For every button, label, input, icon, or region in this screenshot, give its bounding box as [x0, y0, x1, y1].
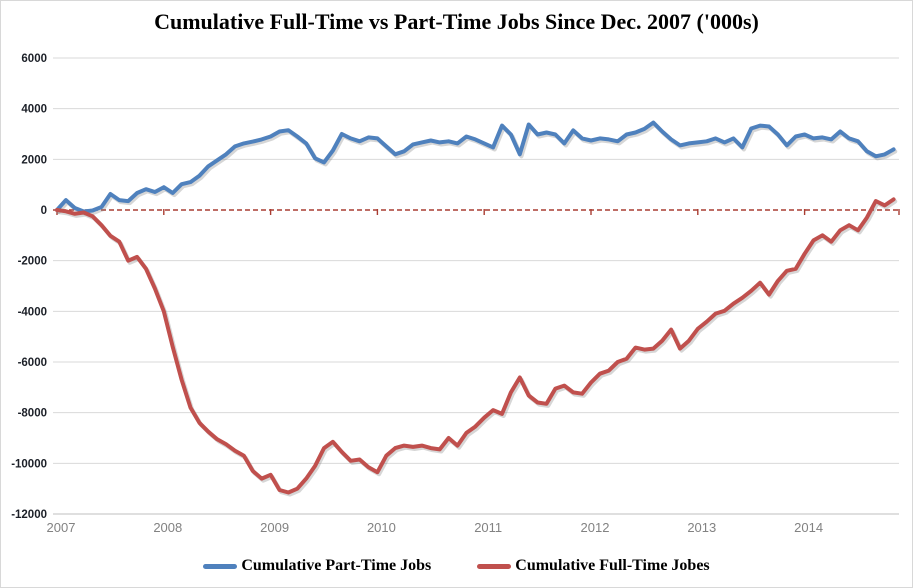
y-axis-tick-label: -12000 — [11, 509, 47, 521]
chart-legend: Cumulative Part-Time Jobs Cumulative Ful… — [1, 551, 912, 581]
x-axis-tick-label: 2008 — [153, 520, 182, 535]
y-axis-tick-label: -2000 — [18, 256, 47, 268]
y-axis-tick-label: 0 — [41, 205, 47, 217]
x-axis-tick-label: 2007 — [47, 520, 76, 535]
x-axis-tick-label: 2013 — [687, 520, 716, 535]
y-axis-tick-label: -10000 — [11, 458, 47, 470]
part-time-legend-label: Cumulative Part-Time Jobs — [241, 557, 432, 574]
y-axis-tick-label: 2000 — [21, 154, 47, 166]
part-time-line-swatch — [203, 563, 238, 569]
y-axis-tick-label: -6000 — [18, 357, 47, 369]
x-axis-tick-label: 2011 — [474, 520, 502, 535]
part-time-series-line — [55, 120, 896, 214]
x-axis-tick-label: 2010 — [367, 520, 396, 535]
legend-item-part-time: Cumulative Part-Time Jobs — [203, 557, 431, 575]
full-time-series-line — [55, 197, 896, 495]
full-time-line-swatch — [477, 563, 512, 569]
y-axis-tick-label: 4000 — [21, 104, 47, 116]
chart-title: Cumulative Full-Time vs Part-Time Jobs S… — [154, 9, 759, 34]
x-axis-tick-label: 2009 — [260, 520, 289, 535]
legend-item-full-time: Cumulative Full-Time Jobes — [477, 557, 710, 575]
full-time-line-shadow — [56, 199, 898, 497]
x-axis-tick-label: 2014 — [794, 520, 823, 535]
y-axis-tick-label: 6000 — [21, 53, 47, 65]
y-axis-tick-label: -8000 — [18, 408, 47, 420]
x-axis-tick-label: 2012 — [581, 520, 610, 535]
y-axis-tick-label: -4000 — [18, 306, 47, 318]
full-time-legend-label: Cumulative Full-Time Jobes — [515, 557, 710, 574]
